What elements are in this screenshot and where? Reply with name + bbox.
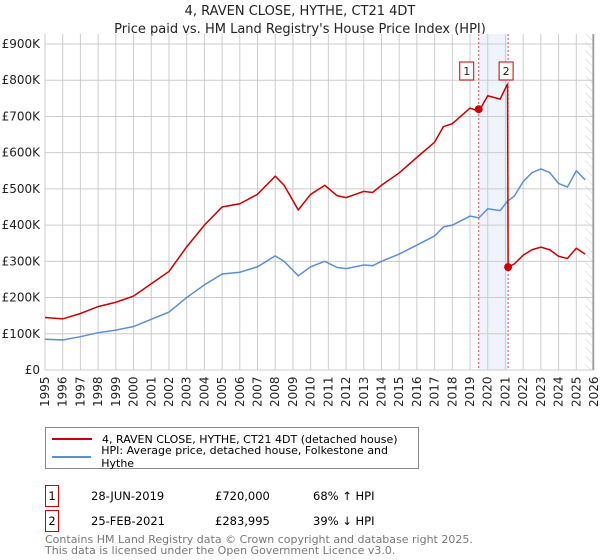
y-tick-label: £300K — [2, 254, 42, 268]
sale-period-shading — [478, 34, 509, 370]
sale-point — [504, 263, 513, 272]
sale-point — [474, 105, 483, 114]
legend-item-hpi: HPI: Average price, detached house, Folk… — [52, 444, 418, 470]
chart-subtitle: Price paid vs. HM Land Registry's House … — [114, 22, 486, 37]
x-tick-label: 2008 — [268, 376, 282, 407]
x-tick-label: 1999 — [109, 376, 123, 407]
x-tick-label: 1998 — [91, 376, 105, 407]
x-tick-label: 2020 — [481, 376, 495, 407]
sale-label: 2 — [503, 65, 510, 78]
x-tick-label: 2011 — [321, 376, 335, 407]
x-tick-label: 2010 — [304, 376, 318, 407]
x-tick-label: 2024 — [552, 376, 566, 407]
x-tick-label: 2002 — [162, 376, 176, 407]
plot-area: 1995 1996 1997 1998 1999 2000 2001 2002 2003 2004… — [2, 34, 600, 407]
y-tick-label: £100K — [2, 327, 42, 341]
sale-price: £720,000 — [215, 489, 270, 503]
footer: Contains HM Land Registry data © Crown c… — [45, 534, 473, 556]
y-tick-label: £600K — [2, 146, 42, 160]
x-tick-label: 2016 — [410, 376, 424, 407]
x-tick-label: 2019 — [463, 376, 477, 407]
x-tick-label: 2009 — [286, 376, 300, 407]
hpi-series-line — [44, 168, 586, 341]
x-tick-label: 1997 — [73, 376, 87, 407]
x-tick-label: 2013 — [357, 376, 371, 407]
sale-hpi-diff: 68% ↑ HPI — [313, 489, 375, 503]
x-tick-label: 1996 — [56, 376, 70, 407]
footer-line-1: Contains HM Land Registry data © Crown c… — [45, 533, 473, 546]
legend-label: HPI: Average price, detached house, Folk… — [101, 444, 389, 470]
x-tick-label: 2018 — [445, 376, 459, 407]
y-tick-label: £900K — [2, 37, 42, 51]
x-tick-label: 2025 — [569, 376, 583, 407]
x-tick-label: 2017 — [428, 376, 442, 407]
y-tick-label: £0 — [25, 363, 40, 377]
sale-date: 25-FEB-2021 — [91, 514, 165, 528]
sale-label: 1 — [463, 65, 470, 78]
x-tick-label: 2004 — [197, 376, 211, 407]
sale-date: 28-JUN-2019 — [91, 489, 165, 503]
x-tick-label: 2023 — [534, 376, 548, 407]
y-tick-label: £800K — [2, 73, 42, 87]
sale-marker-badge: 1 — [45, 485, 59, 507]
y-tick-label: £400K — [2, 218, 42, 232]
x-tick-label: 2007 — [251, 376, 265, 407]
x-tick-label: 2006 — [233, 376, 247, 407]
sale-price: £283,995 — [215, 514, 270, 528]
property-series-line — [44, 83, 586, 320]
chart-title: 4, RAVEN CLOSE, HYTHE, CT21 4DT — [184, 4, 416, 19]
sale-marker-badge: 2 — [45, 510, 59, 532]
legend-label: 4, RAVEN CLOSE, HYTHE, CT21 4DT (detache… — [102, 432, 398, 446]
footer-line-2: This data is licensed under the Open Gov… — [45, 544, 396, 557]
y-tick-label: £700K — [2, 109, 42, 123]
legend-item-property: 4, RAVEN CLOSE, HYTHE, CT21 4DT (detache… — [52, 430, 398, 448]
x-tick-label: 2000 — [127, 376, 141, 407]
projection-hatch — [585, 34, 594, 370]
x-tick-label: 2005 — [215, 376, 229, 407]
x-tick-label: 2014 — [374, 376, 388, 407]
legend: 4, RAVEN CLOSE, HYTHE, CT21 4DT (detache… — [45, 427, 419, 470]
x-tick-label: 2022 — [516, 376, 530, 407]
sale-label-box — [459, 61, 475, 81]
y-tick-label: £500K — [2, 182, 42, 196]
x-tick-label: 2026 — [587, 376, 600, 407]
x-tick-label: 2003 — [180, 376, 194, 407]
x-tick-label: 1995 — [38, 376, 52, 407]
x-tick-label: 2015 — [392, 376, 406, 407]
sale-hpi-diff: 39% ↓ HPI — [313, 514, 375, 528]
x-tick-label: 2021 — [498, 376, 512, 407]
sale-label-box — [498, 61, 514, 81]
y-tick-label: £200K — [2, 291, 42, 305]
x-tick-label: 2012 — [339, 376, 353, 407]
x-tick-label: 2001 — [144, 376, 158, 407]
